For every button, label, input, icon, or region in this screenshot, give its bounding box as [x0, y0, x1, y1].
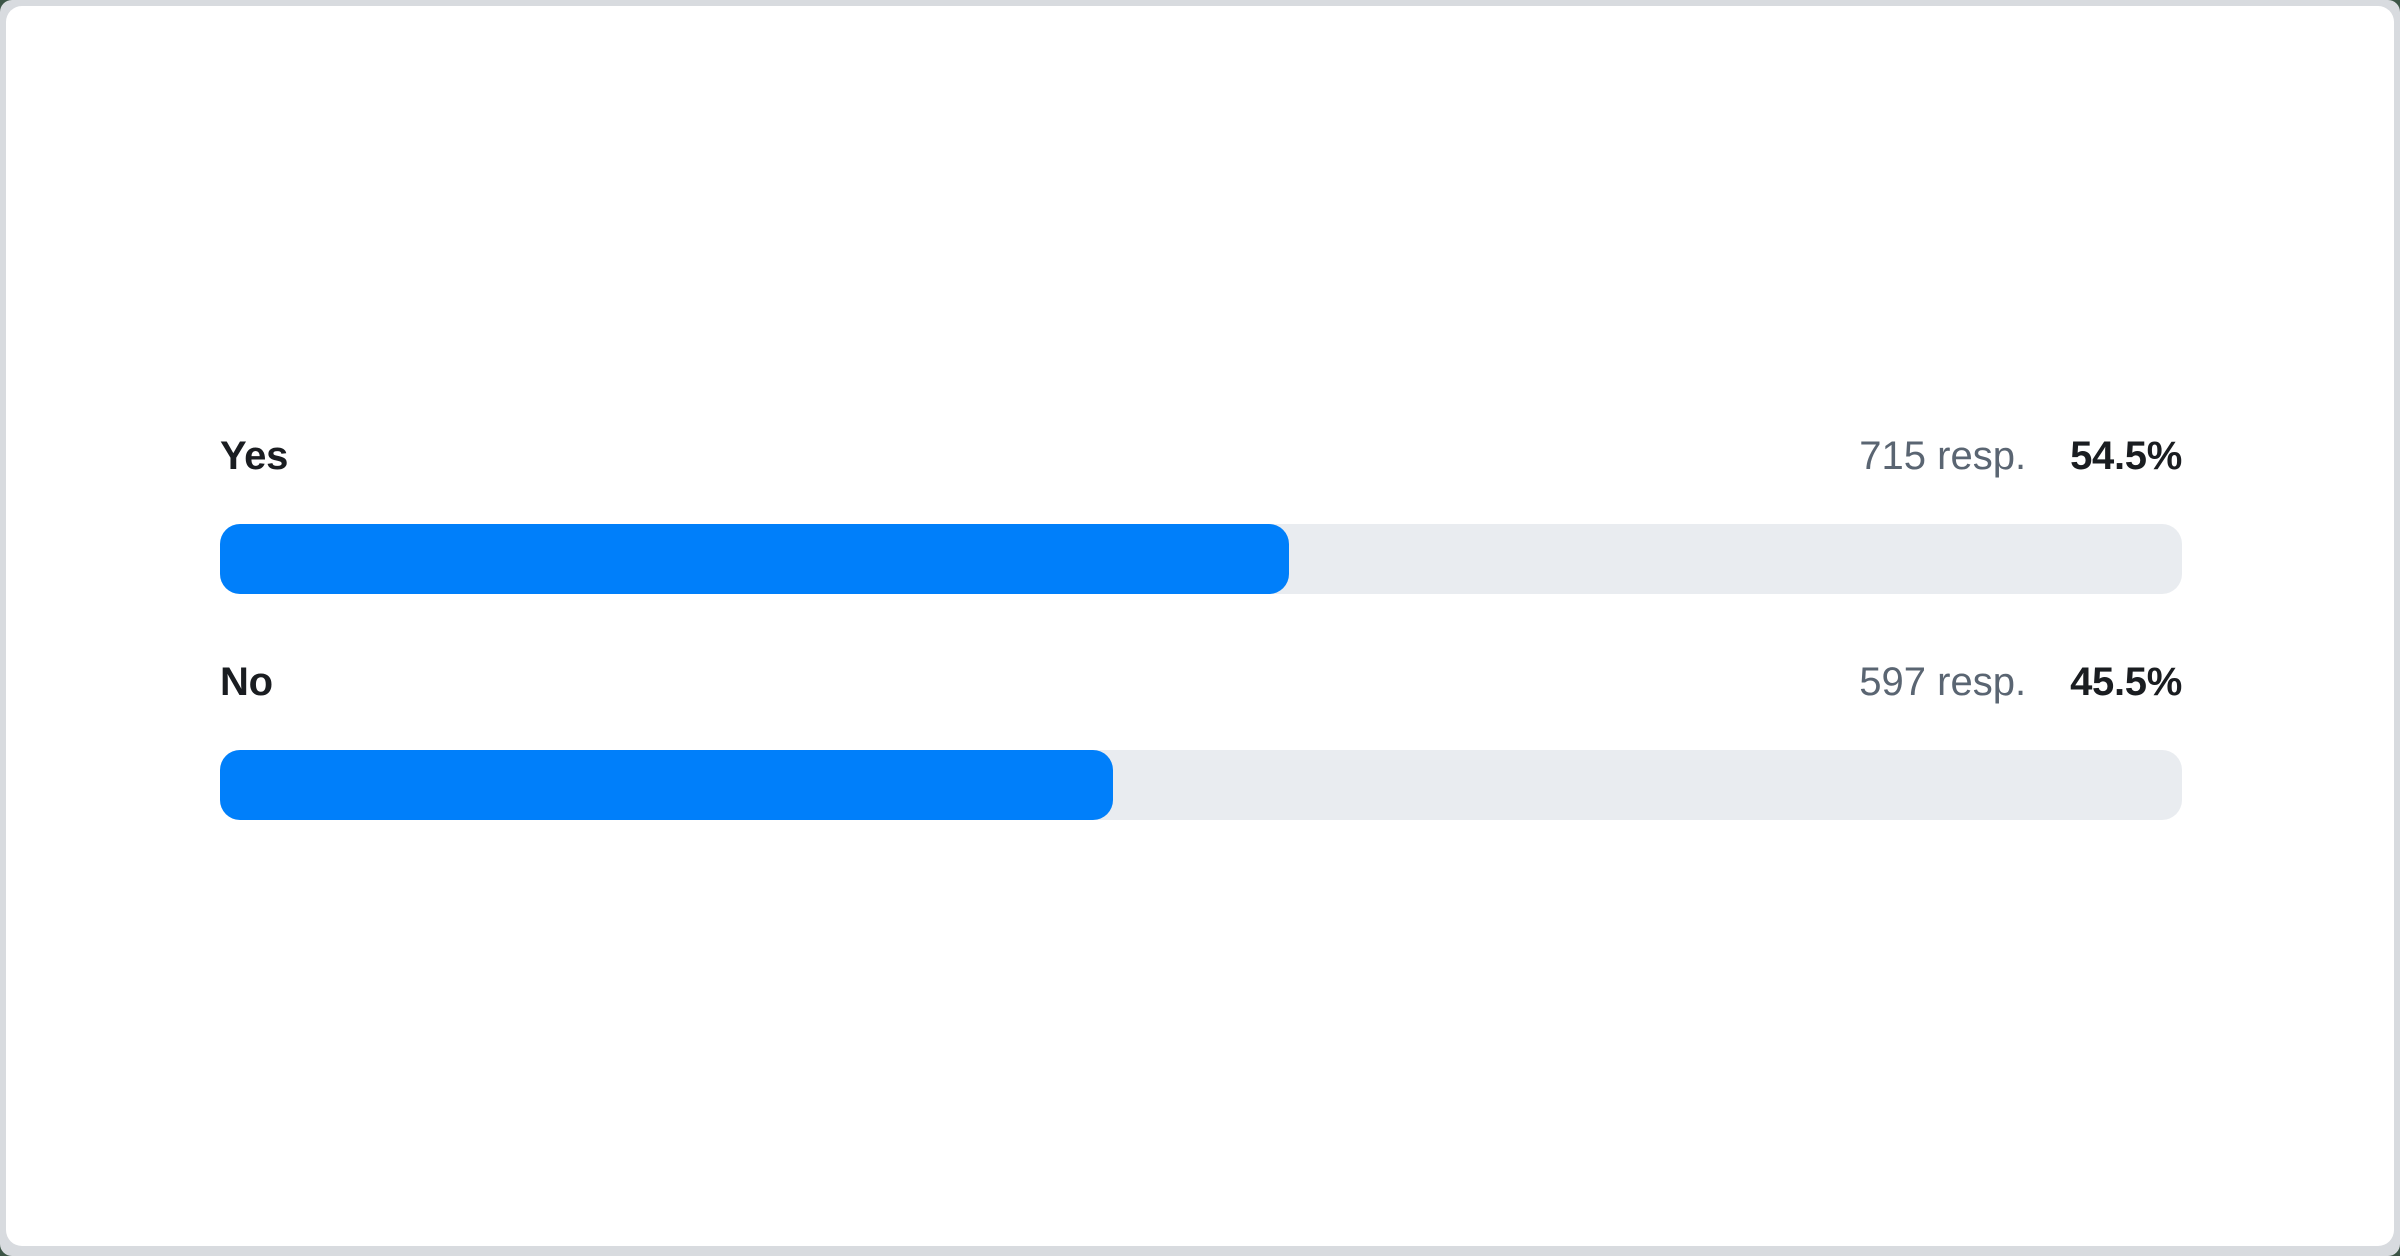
option-response-count: 715 resp. [1859, 434, 2027, 478]
poll-option-header: No 597 resp. 45.5% [220, 658, 2182, 706]
result-bar-fill [220, 750, 1113, 820]
option-percentage: 45.5% [2070, 660, 2182, 704]
poll-results-list: Yes 715 resp. 54.5% No 597 resp. 45.5% [220, 432, 2182, 820]
option-percentage: 54.5% [2070, 434, 2182, 478]
result-bar-track [220, 750, 2182, 820]
option-response-count: 597 resp. [1859, 660, 2027, 704]
option-stats: 597 resp. 45.5% [1859, 658, 2182, 706]
result-bar-fill [220, 524, 1290, 594]
option-label: No [220, 660, 273, 704]
poll-option-header: Yes 715 resp. 54.5% [220, 432, 2182, 480]
option-label: Yes [220, 434, 289, 478]
poll-option-row: Yes 715 resp. 54.5% [220, 432, 2182, 594]
result-bar-track [220, 524, 2182, 594]
poll-results-card: Yes 715 resp. 54.5% No 597 resp. 45.5% [6, 6, 2394, 1246]
option-stats: 715 resp. 54.5% [1859, 432, 2182, 480]
poll-option-row: No 597 resp. 45.5% [220, 658, 2182, 820]
